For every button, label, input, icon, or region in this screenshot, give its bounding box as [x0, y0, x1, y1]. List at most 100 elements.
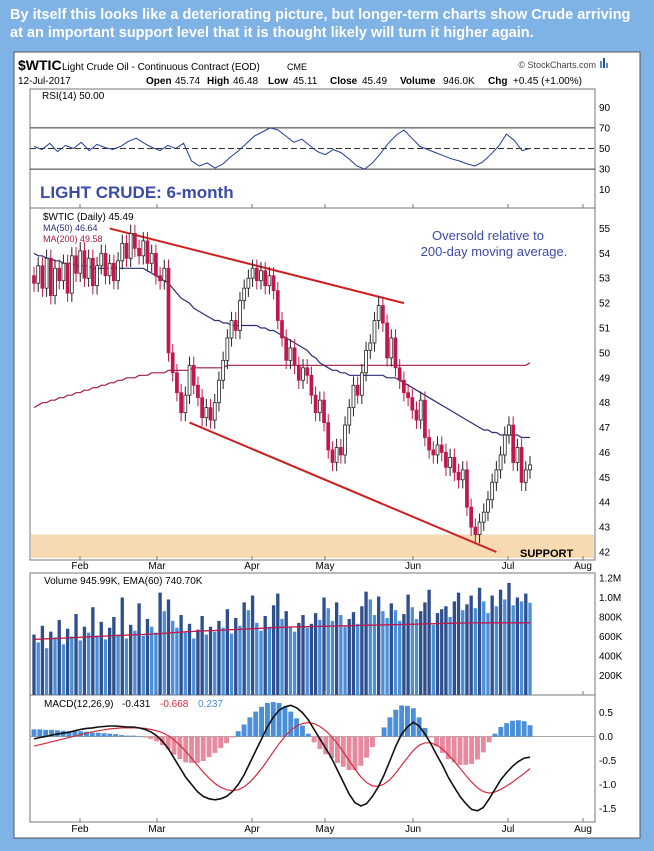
- volume-bar: [208, 626, 213, 695]
- annotation-oversold-line1: Oversold relative to: [432, 228, 544, 243]
- candle-body: [360, 372, 364, 396]
- candle-body: [65, 262, 70, 294]
- candle-body: [456, 471, 461, 481]
- volume-tick-label: 200K: [599, 671, 623, 682]
- macd-histogram-bar: [282, 706, 288, 737]
- volume-bar: [330, 620, 335, 695]
- month-label-price: Mar: [148, 561, 166, 572]
- candle-body: [246, 277, 251, 289]
- candle-body: [217, 379, 221, 404]
- candle-body: [431, 449, 436, 456]
- candle-body: [284, 337, 289, 361]
- candle-body: [204, 407, 209, 418]
- volume-bar: [200, 616, 204, 695]
- candle-body: [381, 305, 385, 324]
- macd-histogram-bar: [259, 706, 265, 737]
- macd-histogram-bar: [177, 736, 183, 760]
- chart-date: 12-Jul-2017: [18, 76, 71, 87]
- volume-bar: [192, 638, 196, 695]
- macd-histogram-bar: [66, 731, 72, 737]
- candle-body: [439, 444, 444, 453]
- candle-body: [242, 287, 247, 302]
- volume-bar: [368, 599, 372, 695]
- macd-histogram-bar: [422, 727, 428, 737]
- price-legend-ma50: MA(50) 46.64: [43, 223, 98, 233]
- volume-bar: [276, 593, 280, 695]
- candle-body: [166, 267, 171, 354]
- candle-body: [334, 447, 339, 463]
- macd-histogram-bar: [183, 736, 189, 763]
- volume-bar: [263, 616, 267, 695]
- macd-histogram-bar: [43, 729, 49, 737]
- macd-histogram-bar: [253, 711, 259, 737]
- chg-value: +0.45 (+1.00%): [513, 76, 582, 87]
- price-tick-label: 53: [599, 274, 611, 285]
- candle-body: [528, 464, 532, 471]
- volume-bar: [477, 587, 482, 695]
- candle-body: [225, 337, 230, 361]
- candle-body: [229, 320, 234, 339]
- candle-body: [523, 469, 528, 483]
- volume-bar: [137, 603, 141, 695]
- volume-bar: [448, 617, 452, 695]
- volume-tick-label: 800K: [599, 613, 623, 624]
- candle-body: [179, 392, 183, 414]
- candle-body: [74, 255, 78, 274]
- month-label-price: Jun: [405, 561, 421, 572]
- candle-body: [406, 392, 410, 399]
- macd-histogram-bar: [428, 736, 434, 738]
- macd-histogram-bar: [387, 717, 393, 737]
- candle-body: [372, 320, 377, 344]
- candle-body: [402, 379, 406, 394]
- candle-body: [78, 250, 83, 274]
- candle-body: [490, 481, 495, 501]
- candle-body: [494, 469, 499, 483]
- candle-body: [330, 449, 335, 463]
- candle-body: [259, 270, 263, 282]
- candle-body: [90, 257, 95, 287]
- macd-histogram-bar: [480, 736, 486, 753]
- support-band: [31, 534, 594, 558]
- candle-body: [389, 337, 394, 359]
- volume-bar: [507, 582, 511, 695]
- macd-histogram-bar: [136, 736, 142, 738]
- macd-histogram-bar: [37, 729, 43, 737]
- macd-histogram-bar: [148, 736, 154, 739]
- volume-bar: [267, 626, 272, 695]
- macd-histogram-bar: [194, 736, 200, 763]
- macd-histogram-bar: [294, 718, 300, 737]
- candle-body: [137, 247, 141, 257]
- price-tick-label: 49: [599, 373, 611, 384]
- volume-bar: [61, 644, 66, 695]
- candle-body: [322, 399, 326, 423]
- volume-bar: [410, 607, 414, 695]
- macd-histogram-bar: [206, 736, 212, 758]
- volume-bar: [339, 615, 343, 695]
- candle-body: [351, 384, 356, 409]
- volume-bar: [120, 597, 124, 695]
- candle-body: [385, 322, 389, 359]
- volume-bar: [318, 619, 322, 695]
- candle-body: [452, 457, 457, 473]
- candle-body: [343, 424, 347, 456]
- volume-bar: [389, 603, 393, 695]
- month-label-bottom: Feb: [71, 824, 89, 835]
- candle-body: [460, 469, 465, 481]
- volume-bar: [515, 597, 520, 695]
- candle-body: [149, 252, 154, 264]
- low-value: 45.11: [293, 76, 318, 87]
- candle-body: [86, 257, 91, 279]
- ma200-line: [33, 362, 531, 409]
- instrument-name: Light Crude Oil - Continuous Contract (E…: [62, 62, 260, 73]
- macd-histogram-bar: [510, 720, 515, 737]
- volume-bar: [473, 608, 478, 695]
- volume-bar: [393, 610, 398, 695]
- candle-body: [254, 267, 259, 282]
- volume-bar: [40, 625, 45, 695]
- candle-body: [233, 320, 238, 331]
- volume-bar: [255, 622, 259, 695]
- volume-tick-label: 400K: [599, 652, 623, 663]
- volume-bar: [482, 601, 486, 695]
- macd-histogram-bar: [317, 736, 323, 749]
- macd-histogram-bar: [434, 736, 440, 747]
